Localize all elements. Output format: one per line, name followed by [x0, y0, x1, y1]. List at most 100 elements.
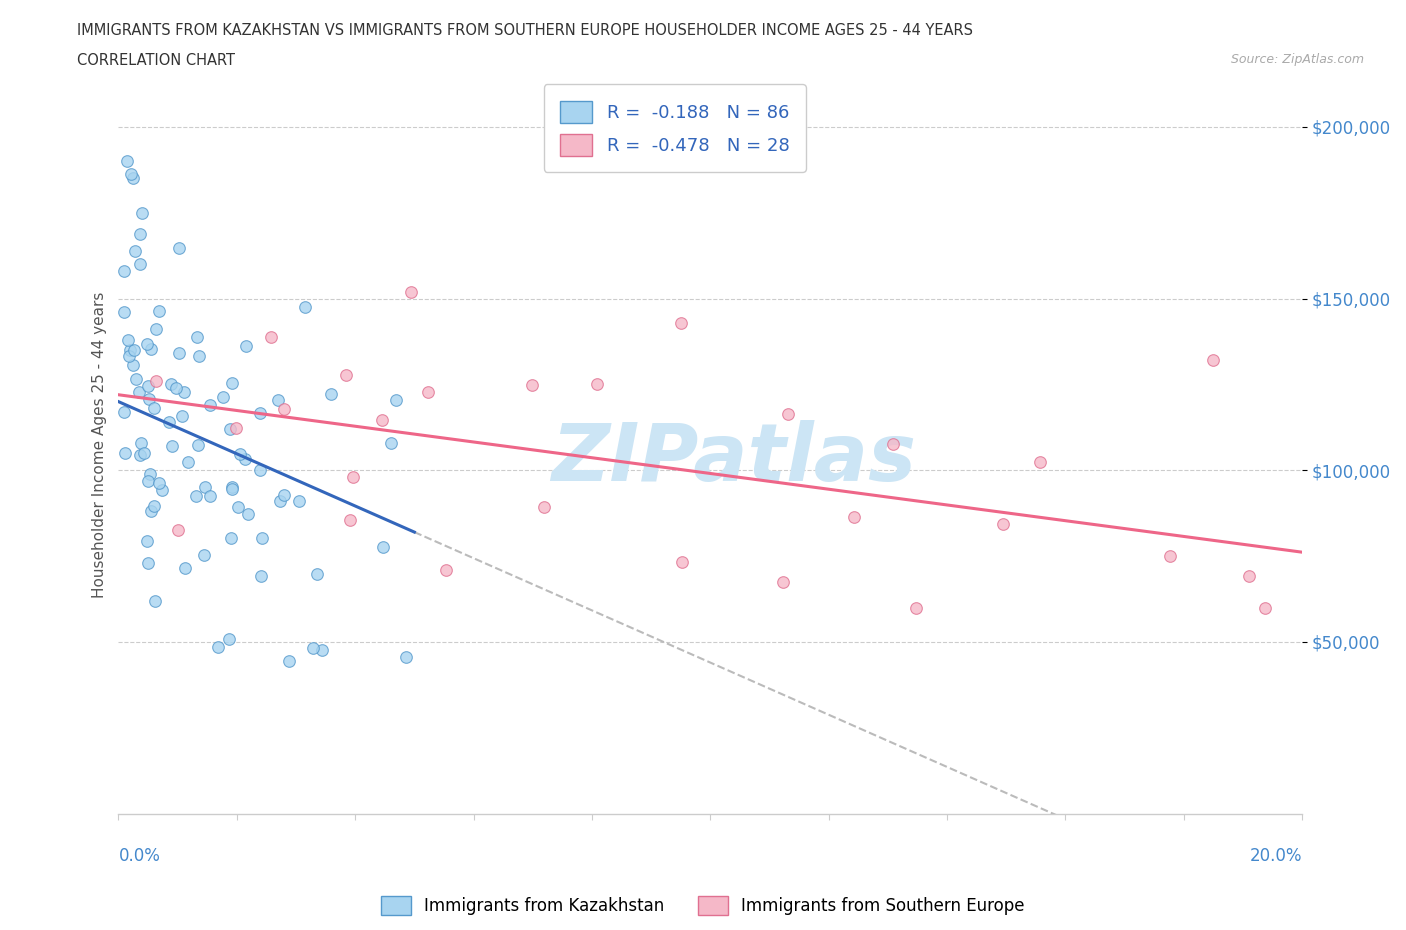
Point	[122, 358, 145, 373]
Point	[162, 438, 184, 453]
Point	[167, 523, 190, 538]
Text: CORRELATION CHART: CORRELATION CHART	[77, 53, 235, 68]
Point	[148, 303, 170, 318]
Point	[882, 436, 904, 451]
Point	[169, 345, 191, 360]
Point	[172, 409, 194, 424]
Point	[114, 445, 136, 460]
Point	[586, 377, 609, 392]
Point	[319, 387, 342, 402]
Point	[311, 643, 333, 658]
Point	[218, 631, 240, 646]
Point	[371, 539, 394, 554]
Legend: R =  -0.188   N = 86, R =  -0.478   N = 28: R = -0.188 N = 86, R = -0.478 N = 28	[544, 85, 806, 172]
Point	[143, 593, 166, 608]
Point	[339, 512, 361, 527]
Point	[260, 329, 283, 344]
Point	[221, 480, 243, 495]
Point	[384, 392, 406, 407]
Point	[991, 517, 1014, 532]
Point	[120, 166, 142, 181]
Text: ZIPatlas: ZIPatlas	[551, 420, 917, 498]
Point	[335, 367, 357, 382]
Point	[122, 171, 145, 186]
Point	[288, 494, 311, 509]
Point	[117, 333, 139, 348]
Point	[225, 420, 247, 435]
Point	[194, 479, 217, 494]
Y-axis label: Householder Income Ages 25 - 44 years: Householder Income Ages 25 - 44 years	[93, 291, 107, 598]
Point	[136, 379, 159, 393]
Point	[122, 342, 145, 357]
Point	[187, 437, 209, 452]
Point	[167, 241, 190, 256]
Point	[136, 556, 159, 571]
Point	[145, 321, 167, 336]
Point	[125, 371, 148, 386]
Point	[212, 390, 235, 405]
Point	[145, 374, 167, 389]
Point	[776, 406, 799, 421]
Point	[138, 392, 160, 406]
Point	[131, 206, 153, 220]
Point	[238, 506, 260, 521]
Point	[139, 467, 162, 482]
Point	[1029, 454, 1052, 469]
Point	[233, 451, 256, 466]
Point	[112, 263, 135, 278]
Point	[142, 498, 165, 513]
Point	[136, 473, 159, 488]
Point	[905, 600, 928, 615]
Text: IMMIGRANTS FROM KAZAKHSTAN VS IMMIGRANTS FROM SOUTHERN EUROPE HOUSEHOLDER INCOME: IMMIGRANTS FROM KAZAKHSTAN VS IMMIGRANTS…	[77, 23, 973, 38]
Point	[371, 412, 394, 427]
Point	[193, 548, 215, 563]
Point	[186, 329, 208, 344]
Point	[228, 446, 250, 461]
Point	[118, 342, 141, 357]
Point	[267, 392, 290, 407]
Point	[294, 300, 316, 315]
Point	[399, 285, 422, 299]
Point	[187, 349, 209, 364]
Point	[129, 227, 152, 242]
Point	[221, 376, 243, 391]
Point	[1159, 549, 1181, 564]
Point	[249, 405, 271, 420]
Point	[533, 499, 555, 514]
Point	[380, 436, 402, 451]
Text: 20.0%: 20.0%	[1250, 847, 1302, 865]
Point	[1202, 353, 1225, 368]
Point	[173, 561, 195, 576]
Point	[221, 482, 243, 497]
Point	[173, 385, 195, 400]
Point	[842, 510, 865, 525]
Point	[112, 305, 135, 320]
Point	[342, 470, 364, 485]
Point	[117, 153, 139, 168]
Point	[141, 504, 163, 519]
Point	[520, 378, 543, 392]
Point	[277, 654, 299, 669]
Point	[671, 554, 693, 569]
Point	[118, 349, 141, 364]
Point	[1237, 568, 1260, 583]
Point	[129, 257, 152, 272]
Point	[128, 384, 150, 399]
Point	[249, 462, 271, 477]
Point	[129, 448, 152, 463]
Text: 0.0%: 0.0%	[118, 847, 160, 865]
Point	[252, 531, 274, 546]
Point	[143, 401, 166, 416]
Point	[141, 341, 163, 356]
Point	[416, 385, 439, 400]
Point	[219, 422, 242, 437]
Point	[198, 488, 221, 503]
Point	[112, 405, 135, 419]
Point	[177, 455, 200, 470]
Point	[305, 566, 328, 581]
Point	[669, 315, 692, 330]
Legend: Immigrants from Kazakhstan, Immigrants from Southern Europe: Immigrants from Kazakhstan, Immigrants f…	[374, 890, 1032, 922]
Point	[207, 639, 229, 654]
Point	[159, 377, 181, 392]
Point	[129, 435, 152, 450]
